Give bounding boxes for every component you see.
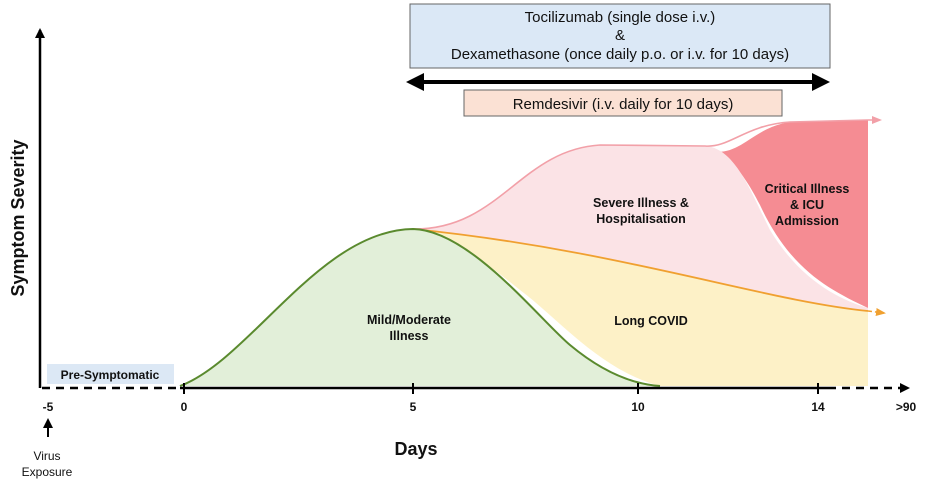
long-covid-region bbox=[413, 229, 868, 386]
pre-symptomatic-box bbox=[47, 364, 174, 384]
tick-label-minus5: -5 bbox=[43, 400, 54, 414]
mild-moderate-boundary bbox=[179, 227, 661, 387]
y-axis-label: Symptom Severity bbox=[8, 139, 28, 296]
remdesivir-label: Remdesivir (i.v. daily for 10 days) bbox=[513, 96, 734, 113]
mild-moderate-region bbox=[180, 229, 660, 386]
toci-line: Tocilizumab (single dose i.v.) bbox=[525, 9, 716, 26]
virus-note-line2: Exposure bbox=[22, 465, 73, 479]
x-axis-label: Days bbox=[394, 439, 437, 459]
severe-label-1: Severe Illness & bbox=[593, 196, 689, 210]
tick-label-14: 14 bbox=[811, 400, 825, 414]
pre-symptomatic-label: Pre-Symptomatic bbox=[61, 368, 160, 382]
severe-region bbox=[413, 145, 868, 311]
critical-label-3: Admission bbox=[775, 214, 839, 228]
severe-boundary bbox=[412, 119, 869, 230]
mild-moderate-label-2: Illness bbox=[390, 329, 429, 343]
toci-amp: & bbox=[615, 27, 625, 44]
remdesivir-box bbox=[463, 89, 783, 117]
arrow-head-left bbox=[406, 73, 424, 91]
tick-label-90: >90 bbox=[896, 400, 917, 414]
arrow-head-right bbox=[812, 73, 830, 91]
tick-label-10: 10 bbox=[631, 400, 645, 414]
long-covid-extension bbox=[867, 308, 886, 316]
toci-dexa-box bbox=[409, 3, 831, 69]
critical-label-2: & ICU bbox=[790, 198, 824, 212]
long-covid-boundary bbox=[412, 228, 869, 312]
mild-moderate-label-1: Mild/Moderate bbox=[367, 313, 451, 327]
critical-region bbox=[705, 120, 868, 308]
virus-note-line1: Virus bbox=[33, 449, 60, 463]
dexa-line: Dexamethasone (once daily p.o. or i.v. f… bbox=[451, 46, 789, 63]
tick-label-0: 0 bbox=[181, 400, 188, 414]
long-covid-label: Long COVID bbox=[614, 314, 688, 328]
tick-label-5: 5 bbox=[410, 400, 417, 414]
severe-label-2: Hospitalisation bbox=[596, 212, 686, 226]
critical-label-1: Critical Illness bbox=[765, 182, 850, 196]
